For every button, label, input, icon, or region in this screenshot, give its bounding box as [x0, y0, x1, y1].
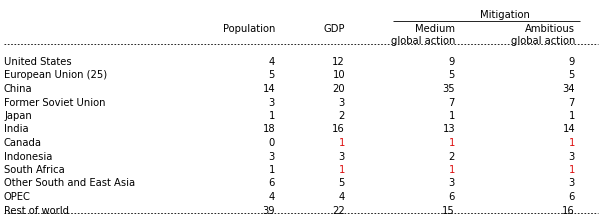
Text: 1: 1	[268, 111, 275, 121]
Text: 22: 22	[332, 205, 345, 215]
Text: Rest of world: Rest of world	[4, 205, 69, 215]
Text: 2: 2	[338, 111, 345, 121]
Text: GDP: GDP	[323, 24, 345, 34]
Text: Population: Population	[223, 24, 275, 34]
Text: 4: 4	[268, 57, 275, 67]
Text: 16: 16	[562, 205, 575, 215]
Text: 3: 3	[569, 179, 575, 189]
Text: 14: 14	[262, 84, 275, 94]
Text: 3: 3	[569, 151, 575, 161]
Text: 13: 13	[442, 125, 455, 135]
Text: European Union (25): European Union (25)	[4, 71, 107, 81]
Text: global action: global action	[510, 36, 575, 46]
Text: 1: 1	[268, 165, 275, 175]
Text: 3: 3	[268, 151, 275, 161]
Text: 3: 3	[339, 97, 345, 107]
Text: 10: 10	[332, 71, 345, 81]
Text: 14: 14	[562, 125, 575, 135]
Text: South Africa: South Africa	[4, 165, 65, 175]
Text: 12: 12	[332, 57, 345, 67]
Text: India: India	[4, 125, 29, 135]
Text: 4: 4	[339, 192, 345, 202]
Text: 6: 6	[569, 192, 575, 202]
Text: 35: 35	[442, 84, 455, 94]
Text: 1: 1	[338, 138, 345, 148]
Text: 7: 7	[569, 97, 575, 107]
Text: global action: global action	[391, 36, 455, 46]
Text: 0: 0	[268, 138, 275, 148]
Text: Indonesia: Indonesia	[4, 151, 52, 161]
Text: 6: 6	[268, 179, 275, 189]
Text: 1: 1	[448, 138, 455, 148]
Text: 39: 39	[262, 205, 275, 215]
Text: 5: 5	[268, 71, 275, 81]
Text: 1: 1	[448, 111, 455, 121]
Text: OPEC: OPEC	[4, 192, 31, 202]
Text: 1: 1	[448, 165, 455, 175]
Text: Medium: Medium	[415, 24, 455, 34]
Text: 5: 5	[569, 71, 575, 81]
Text: 9: 9	[569, 57, 575, 67]
Text: 5: 5	[338, 179, 345, 189]
Text: United States: United States	[4, 57, 72, 67]
Text: 1: 1	[569, 111, 575, 121]
Text: Japan: Japan	[4, 111, 32, 121]
Text: 7: 7	[448, 97, 455, 107]
Text: 6: 6	[448, 192, 455, 202]
Text: Ambitious: Ambitious	[525, 24, 575, 34]
Text: 1: 1	[569, 165, 575, 175]
Text: 3: 3	[448, 179, 455, 189]
Text: 15: 15	[442, 205, 455, 215]
Text: 4: 4	[268, 192, 275, 202]
Text: Canada: Canada	[4, 138, 42, 148]
Text: 3: 3	[339, 151, 345, 161]
Text: 3: 3	[268, 97, 275, 107]
Text: 1: 1	[569, 138, 575, 148]
Text: 1: 1	[338, 165, 345, 175]
Text: 34: 34	[562, 84, 575, 94]
Text: 20: 20	[332, 84, 345, 94]
Text: Mitigation: Mitigation	[480, 10, 530, 20]
Text: Former Soviet Union: Former Soviet Union	[4, 97, 105, 107]
Text: 2: 2	[448, 151, 455, 161]
Text: 9: 9	[448, 57, 455, 67]
Text: 16: 16	[332, 125, 345, 135]
Text: Other South and East Asia: Other South and East Asia	[4, 179, 135, 189]
Text: China: China	[4, 84, 33, 94]
Text: 18: 18	[262, 125, 275, 135]
Text: 5: 5	[448, 71, 455, 81]
